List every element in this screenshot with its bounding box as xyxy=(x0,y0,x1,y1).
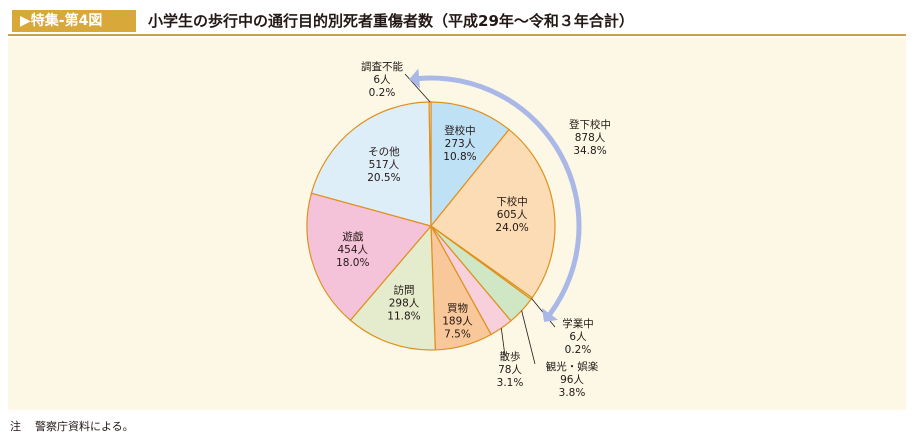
slice-label-5: 買物 189人 7.5% xyxy=(442,302,473,341)
pie-slice-1 xyxy=(430,128,556,299)
group-arrowhead-start xyxy=(409,68,420,89)
group-label: 登下校中 878人 34.8% xyxy=(569,118,611,157)
source-note: 注 警察庁資料による。 xyxy=(10,418,148,434)
slice-label-8: その他 517人 20.5% xyxy=(367,145,400,184)
slice-label-0: 登校中 273人 10.8% xyxy=(443,124,476,163)
figure-header: ▶特集-第4図 小学生の歩行中の通行目的別死者重傷者数（平成29年～令和３年合計… xyxy=(8,6,906,36)
slice-label-2: 学業中 6人 0.2% xyxy=(562,317,594,356)
note-text: 警察庁資料による。 xyxy=(35,420,134,433)
group-arrow xyxy=(416,75,582,317)
slice-label-4: 散歩 78人 3.1% xyxy=(497,350,524,389)
pie-slice-8 xyxy=(310,101,432,227)
slice-label-3: 観光・娯楽 96人 3.8% xyxy=(546,360,599,399)
group-arrowhead-end xyxy=(541,308,559,323)
pie-slice-6 xyxy=(349,224,436,351)
slice-label-7: 遊戯 454人 18.0% xyxy=(336,230,369,269)
leader-line-3 xyxy=(521,310,536,365)
pie-slice-9 xyxy=(428,101,432,227)
slice-label-9: 調査不能 6人 0.2% xyxy=(361,60,403,99)
figure-tag: ▶特集-第4図 xyxy=(12,10,136,32)
slice-label-6: 訪問 298人 11.8% xyxy=(387,283,420,322)
slice-label-1: 下校中 605人 24.0% xyxy=(495,195,528,234)
pie-slice-7 xyxy=(306,192,433,322)
figure-title: 小学生の歩行中の通行目的別死者重傷者数（平成29年～令和３年合計） xyxy=(148,12,634,30)
note-prefix: 注 xyxy=(10,420,21,433)
leader-line-4 xyxy=(500,328,506,357)
pie-slice-0 xyxy=(430,101,510,228)
leader-line-9 xyxy=(404,73,431,103)
